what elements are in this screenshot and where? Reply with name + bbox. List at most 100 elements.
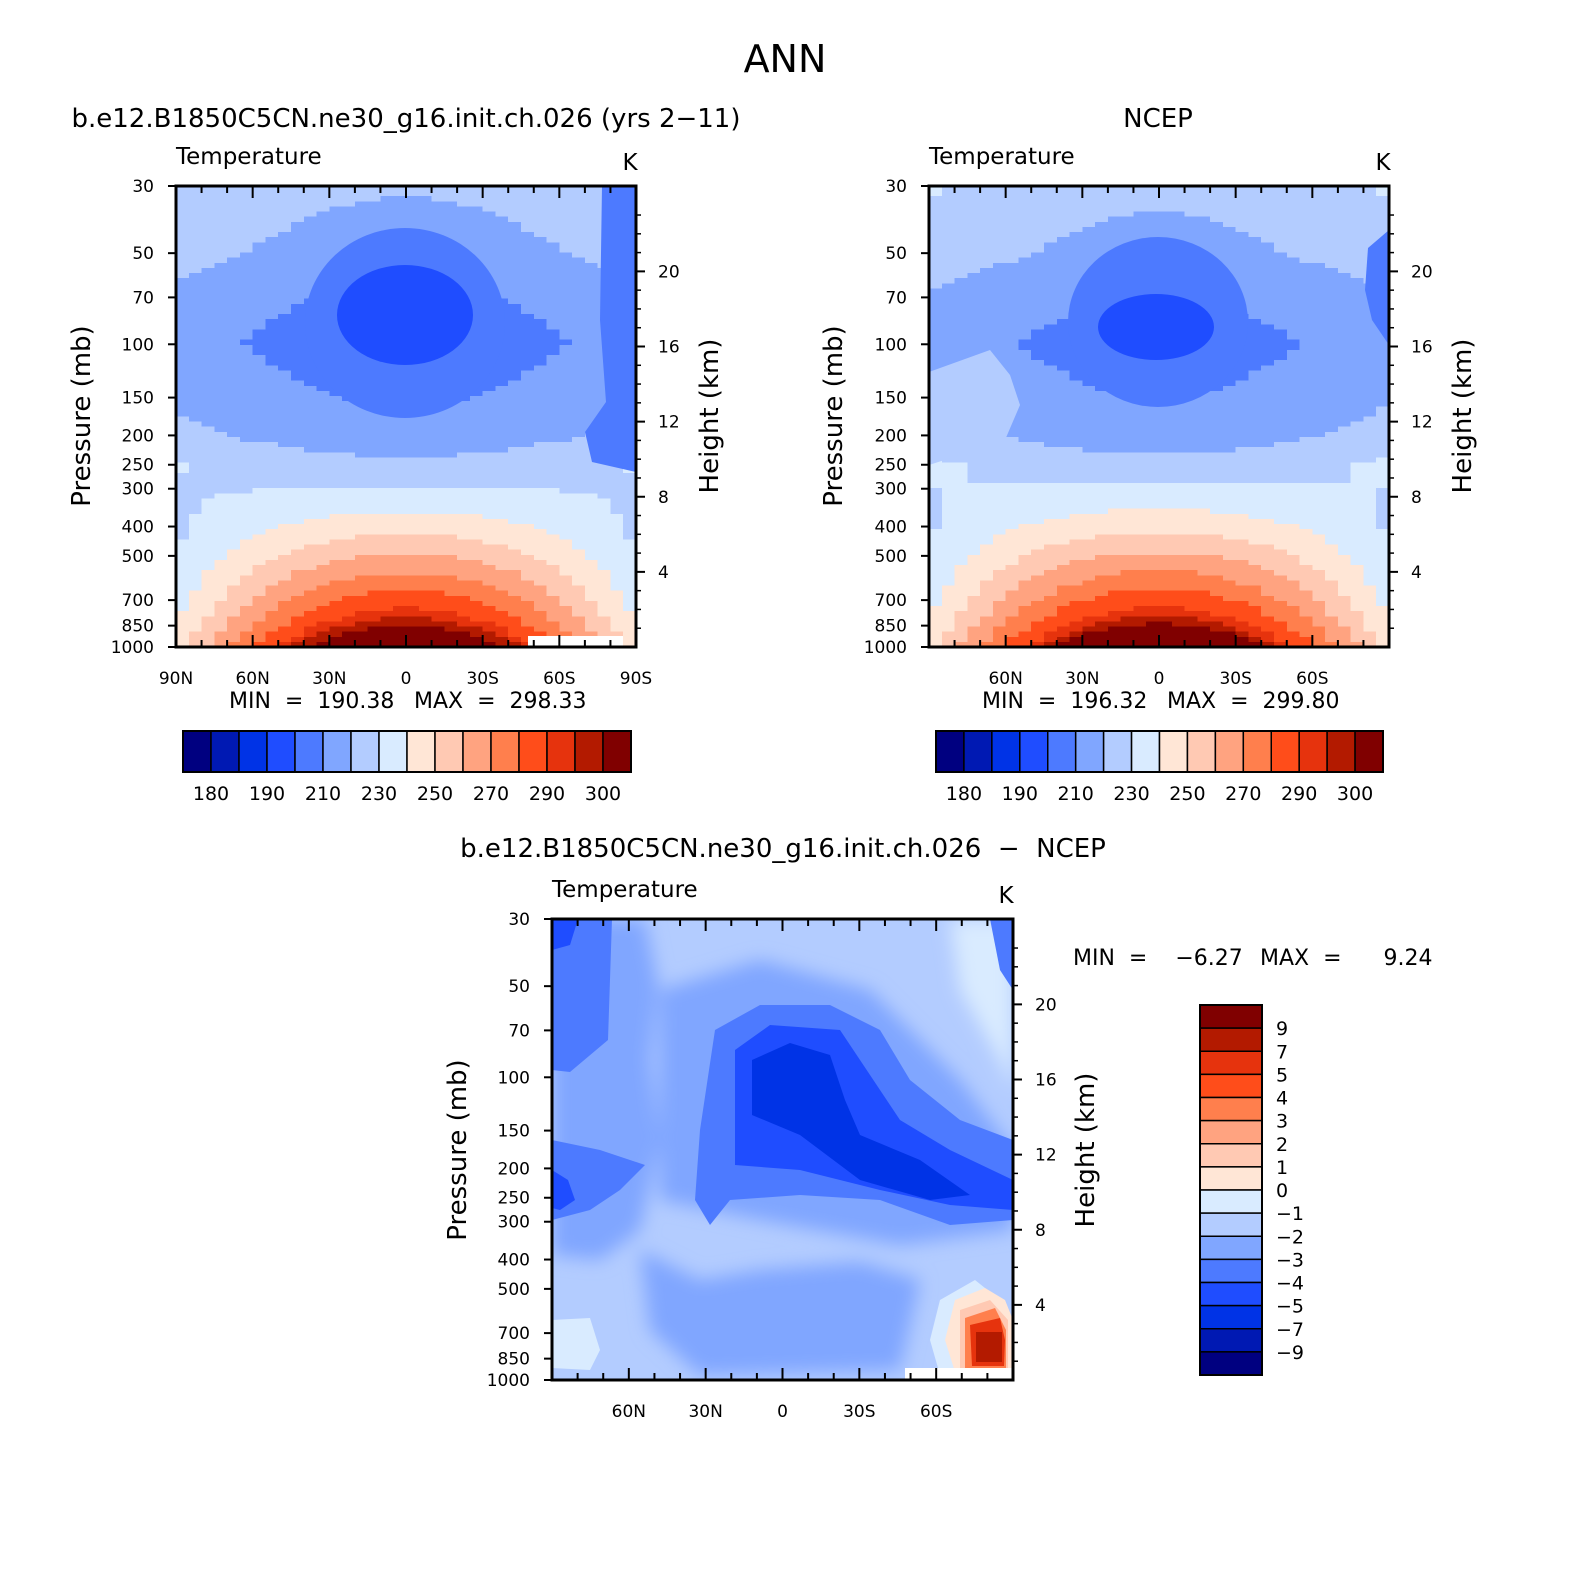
field-cell bbox=[201, 252, 215, 259]
field-cell bbox=[265, 339, 279, 346]
field-cell bbox=[992, 252, 1007, 259]
field-cell bbox=[1133, 221, 1147, 228]
panel-model-colorbar-box bbox=[518, 730, 548, 773]
field-cell bbox=[954, 324, 968, 331]
field-cell bbox=[954, 585, 968, 592]
field-cell bbox=[1082, 606, 1096, 612]
field-cell bbox=[1082, 447, 1096, 453]
field-cell bbox=[329, 452, 343, 459]
field-cell bbox=[980, 539, 994, 546]
field-cell bbox=[431, 518, 445, 525]
field-cell bbox=[584, 483, 599, 489]
field-cell bbox=[367, 636, 382, 643]
field-cell bbox=[239, 308, 254, 315]
field-cell bbox=[278, 518, 292, 525]
field-cell bbox=[610, 518, 624, 525]
field-cell bbox=[1120, 488, 1135, 494]
field-cell bbox=[1018, 390, 1032, 397]
field-cell bbox=[1056, 349, 1071, 356]
field-cell bbox=[291, 472, 305, 479]
field-cell bbox=[980, 226, 994, 233]
field-cell bbox=[188, 308, 203, 315]
field-cell bbox=[303, 390, 318, 397]
field-cell bbox=[444, 616, 458, 622]
field-cell bbox=[546, 355, 560, 361]
field-cell bbox=[929, 360, 943, 366]
field-cell bbox=[201, 416, 215, 423]
field-cell bbox=[992, 483, 1007, 489]
field-cell bbox=[967, 493, 981, 500]
field-cell bbox=[495, 636, 509, 643]
field-cell bbox=[342, 406, 356, 412]
field-cell bbox=[508, 401, 522, 407]
field-cell bbox=[1120, 436, 1135, 443]
field-cell bbox=[265, 396, 279, 402]
field-cell bbox=[303, 472, 318, 479]
field-cell bbox=[1005, 298, 1020, 305]
field-cell bbox=[584, 396, 599, 402]
field-cell bbox=[252, 242, 267, 249]
field-cell bbox=[201, 365, 215, 371]
field-cell bbox=[418, 416, 433, 423]
field-cell bbox=[291, 191, 305, 197]
field-cell bbox=[214, 631, 228, 638]
field-cell bbox=[406, 503, 420, 510]
field-cell bbox=[188, 406, 203, 412]
panel-model-colorbar-box bbox=[294, 730, 324, 773]
field-cell bbox=[265, 226, 279, 233]
field-cell bbox=[559, 565, 573, 571]
field-cell bbox=[469, 524, 484, 530]
field-cell bbox=[457, 524, 471, 530]
field-cell bbox=[623, 472, 636, 479]
field-cell bbox=[584, 226, 599, 233]
field-cell bbox=[239, 355, 254, 361]
field-cell bbox=[482, 472, 497, 479]
field-cell bbox=[278, 457, 292, 464]
field-cell bbox=[482, 606, 497, 612]
field-cell bbox=[227, 488, 241, 494]
field-cell bbox=[1095, 513, 1109, 520]
field-cell bbox=[1056, 339, 1071, 346]
panel-obs: NCEP Temperature K 60N 30N 0 30S 60S30507010… bbox=[819, 104, 1478, 805]
field-cell bbox=[1005, 595, 1020, 602]
field-cell bbox=[176, 580, 190, 587]
field-cell bbox=[954, 513, 968, 520]
field-cell bbox=[1044, 611, 1058, 617]
field-cell bbox=[316, 472, 330, 479]
field-cell bbox=[316, 524, 330, 530]
field-cell bbox=[508, 334, 522, 341]
field-cell bbox=[406, 590, 420, 597]
field-cell bbox=[1107, 406, 1122, 412]
field-cell bbox=[278, 421, 292, 428]
field-cell bbox=[954, 242, 968, 249]
field-cell bbox=[380, 206, 394, 213]
field-cell bbox=[572, 580, 586, 587]
field-cell bbox=[227, 191, 241, 197]
field-cell bbox=[495, 344, 509, 351]
field-cell bbox=[623, 590, 636, 597]
field-cell bbox=[929, 211, 943, 218]
field-cell bbox=[265, 493, 279, 500]
field-cell bbox=[329, 595, 343, 602]
field-cell bbox=[291, 477, 305, 484]
field-cell bbox=[495, 611, 509, 617]
field-cell bbox=[227, 549, 241, 556]
field-cell bbox=[597, 590, 612, 597]
field-cell bbox=[992, 298, 1007, 305]
field-cell bbox=[431, 216, 445, 223]
field-cell bbox=[1082, 641, 1096, 647]
field-cell bbox=[1018, 503, 1032, 510]
field-cell bbox=[278, 554, 292, 561]
field-cell bbox=[572, 462, 586, 469]
field-cell bbox=[176, 611, 190, 617]
field-cell bbox=[559, 288, 573, 295]
field-cell bbox=[1146, 447, 1160, 453]
field-cell bbox=[954, 554, 968, 561]
field-cell bbox=[495, 283, 509, 290]
field-cell bbox=[342, 621, 356, 628]
field-cell bbox=[1031, 416, 1045, 423]
field-cell bbox=[521, 273, 535, 279]
field-cell bbox=[176, 411, 190, 418]
field-cell bbox=[1056, 498, 1071, 505]
field-cell bbox=[1044, 488, 1058, 494]
